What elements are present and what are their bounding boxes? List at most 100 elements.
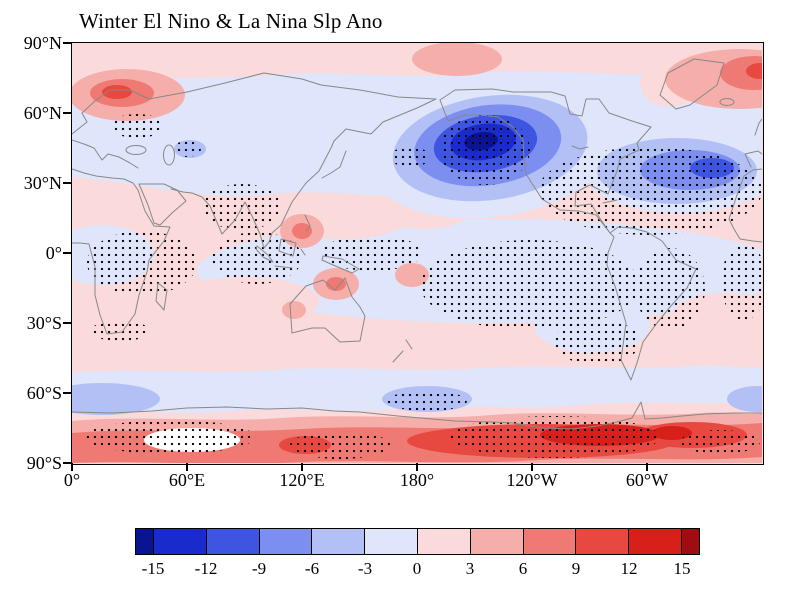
colorbar-tick-label: -15 — [141, 559, 165, 578]
y-tick-label: 60°N — [23, 103, 62, 123]
map-plot-area — [70, 41, 764, 465]
y-tick-mark — [63, 182, 71, 184]
y-tick-label: 90°N — [23, 33, 62, 53]
y-tick-mark — [63, 112, 71, 114]
coast-greenland — [659, 58, 724, 109]
y-tick-mark — [63, 462, 71, 464]
coast-britain-right-edge — [754, 118, 762, 135]
y-tick-label: 60°S — [26, 383, 62, 403]
coast-iberia-right-edge — [744, 150, 762, 167]
contour-left-edge-southern-low — [71, 382, 160, 415]
coast-mediterranean-north — [71, 139, 138, 168]
coast-new-guinea — [321, 255, 359, 273]
contour-right-edge-southern-low — [726, 385, 763, 412]
colorbar-segment — [205, 529, 259, 554]
x-tick-mark — [186, 463, 188, 471]
x-tick-mark — [646, 463, 648, 471]
y-tick-label: 90°S — [26, 453, 62, 473]
coast-java — [274, 265, 292, 268]
coast-caspian-sea — [162, 144, 175, 165]
colorbar-tick-label: -6 — [304, 559, 320, 578]
contour-indian-ocean-pink — [168, 276, 319, 325]
coastlines — [71, 58, 762, 429]
coast-cuba — [602, 199, 617, 203]
x-tick-label: 120°E — [279, 470, 325, 490]
stipple-region-right-edge-tropics — [720, 243, 763, 320]
x-tick-label: 120°W — [506, 470, 558, 490]
stipple-region-caspian — [172, 140, 201, 157]
coast-new-zealand-south — [392, 350, 403, 362]
x-tick-mark — [71, 463, 73, 471]
stipple-region-scandinavia — [109, 113, 164, 138]
colorbar-tick-label: -9 — [251, 559, 267, 578]
scandinavia-high-contours — [71, 68, 185, 121]
stipple-region-antarctic-left — [84, 419, 255, 454]
world-map-svg — [71, 42, 763, 464]
colorbar-segment — [416, 529, 470, 554]
coast-borneo — [278, 238, 296, 256]
coast-philippines — [304, 214, 310, 231]
northeast-atlantic-high-contours — [664, 48, 763, 109]
y-tick-mark — [63, 322, 71, 324]
coast-great-lakes — [571, 145, 588, 149]
stipple-region-se-pacific — [553, 318, 640, 365]
x-tick-label: 60°W — [625, 470, 669, 490]
coast-australia — [289, 277, 365, 342]
stipple-region-central-pacific — [419, 239, 640, 330]
arctic-dateline-high-contour — [411, 42, 502, 76]
coast-eurasia — [71, 72, 436, 248]
coast-west-africa-right-edge — [728, 168, 762, 242]
colorbar-segment — [364, 529, 417, 554]
stipple-region-south-of-nz — [386, 390, 467, 411]
stipple-region-antarctic-mid — [289, 430, 390, 459]
stipple-region-south-of-africa — [89, 320, 150, 341]
coast-japan — [321, 150, 346, 178]
colorbar-segment — [628, 529, 681, 554]
coast-new-zealand-north — [405, 339, 412, 349]
colorbar-segment — [136, 529, 153, 554]
coast-arabia — [138, 183, 186, 225]
stipple-region-north-pacific-core — [439, 114, 530, 185]
colorbar-labels: -15 -12 -9 -6 -3 0 3 6 9 12 15 — [135, 559, 700, 583]
colorbar-segment — [522, 529, 576, 554]
colorbar-tick-label: 9 — [571, 559, 581, 578]
stippling — [84, 113, 763, 459]
colorbar-segment — [311, 529, 365, 554]
colorbar-segment — [153, 529, 206, 554]
stipple-region-africa-tropics — [86, 230, 197, 295]
coast-sumatra — [255, 245, 273, 262]
stipple-region-nw-pacific — [389, 146, 430, 167]
coast-madagascar — [155, 282, 167, 310]
x-tick-mark — [531, 463, 533, 471]
colorbar-segment — [258, 529, 312, 554]
x-tick-label: 60°E — [168, 470, 206, 490]
coast-iceland — [719, 97, 734, 106]
y-tick-label: 30°S — [26, 313, 62, 333]
colorbar-segment — [469, 529, 523, 554]
west-australia-high-contour — [281, 300, 306, 319]
colorbar-tick-label: 0 — [412, 559, 422, 578]
coast-sulawesi — [300, 248, 305, 255]
colorbar — [135, 528, 700, 555]
x-tick-mark — [416, 463, 418, 471]
chart-title: Winter El Nino & La Nina Slp Ano — [79, 9, 383, 33]
x-tick-label: 180° — [399, 470, 435, 490]
stipple-region-west-equatorial-pacific — [321, 234, 422, 271]
coast-south-america — [606, 226, 696, 380]
y-tick-mark — [63, 42, 71, 44]
colorbar-segment — [575, 529, 629, 554]
x-tick-label: 0° — [63, 470, 81, 490]
colorbar-tick-label: 3 — [465, 559, 475, 578]
x-tick-mark — [301, 463, 303, 471]
stipple-region-indian-ocean — [211, 231, 302, 284]
coast-africa — [71, 168, 170, 334]
maritime-continent-high-contours — [279, 213, 324, 248]
north-australia-high-contours — [312, 267, 359, 300]
stipple-region-brazil — [634, 247, 705, 330]
coast-antarctica — [71, 401, 762, 429]
y-tick-label: 30°N — [23, 173, 62, 193]
y-tick-label: 0° — [45, 243, 62, 263]
colorbar-tick-label: -12 — [194, 559, 218, 578]
y-tick-mark — [63, 392, 71, 394]
